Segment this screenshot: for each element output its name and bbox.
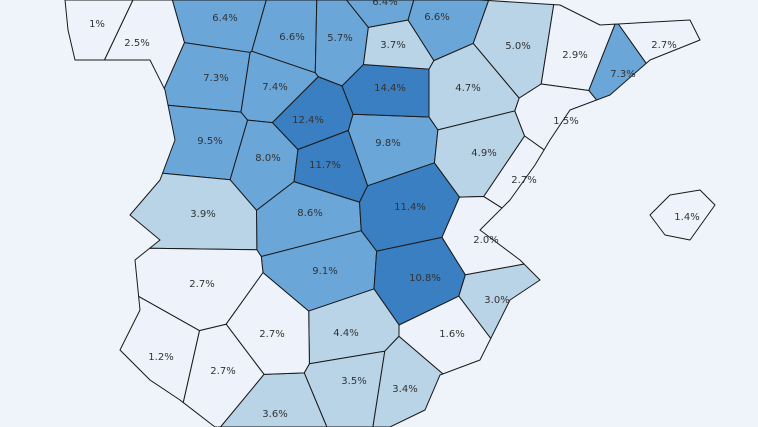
region-label: 9.8% [375, 138, 400, 149]
region-label: 7.3% [610, 69, 635, 80]
province [293, 129, 369, 203]
region-label: 2.7% [210, 366, 235, 377]
province [649, 189, 716, 241]
region-label: 6.6% [424, 12, 449, 23]
province [441, 196, 525, 276]
region-label: 2.7% [511, 175, 536, 186]
region-label: 2.5% [124, 38, 149, 49]
region-label: 1.5% [553, 116, 578, 127]
region-label: 6.6% [279, 32, 304, 43]
region-label: 8.6% [297, 208, 322, 219]
region-label: 7.3% [203, 73, 228, 84]
region-label: 3.6% [262, 409, 287, 420]
province [398, 295, 492, 375]
province [514, 83, 598, 151]
region-label: 1.6% [439, 329, 464, 340]
region-label: 2.0% [473, 235, 498, 246]
province [64, 0, 134, 61]
region-label: 11.4% [394, 202, 426, 213]
region-label: 1.2% [148, 352, 173, 363]
region-label: 4.4% [333, 328, 358, 339]
region-label: 4.9% [471, 148, 496, 159]
region-label: 3.5% [341, 376, 366, 387]
region-label: 12.4% [292, 115, 324, 126]
region-label: 3.7% [380, 40, 405, 51]
province [119, 295, 201, 404]
region-label: 9.1% [312, 266, 337, 277]
region-label: 1% [89, 19, 105, 30]
region-label: 11.7% [309, 160, 341, 171]
region-label: 2.9% [562, 50, 587, 61]
region-label: 4.7% [455, 83, 480, 94]
province [617, 19, 701, 64]
region-label: 6.4% [372, 0, 397, 8]
region-label: 10.8% [409, 273, 441, 284]
region-label: 3.4% [392, 384, 417, 395]
region-label: 2.7% [651, 40, 676, 51]
region-label: 8.0% [255, 153, 280, 164]
region-label: 14.4% [374, 83, 406, 94]
region-label: 3.0% [484, 295, 509, 306]
region-label: 2.7% [189, 279, 214, 290]
region-label: 5.0% [505, 41, 530, 52]
region-label: 3.9% [190, 209, 215, 220]
region-label: 5.7% [327, 33, 352, 44]
province [458, 263, 541, 340]
province [129, 172, 258, 251]
region-label: 6.4% [212, 13, 237, 24]
region-label: 2.7% [259, 329, 284, 340]
province [346, 0, 415, 28]
region-label: 7.4% [262, 82, 287, 93]
region-label: 9.5% [197, 136, 222, 147]
region-label: 1.4% [674, 212, 699, 223]
province [182, 323, 265, 427]
